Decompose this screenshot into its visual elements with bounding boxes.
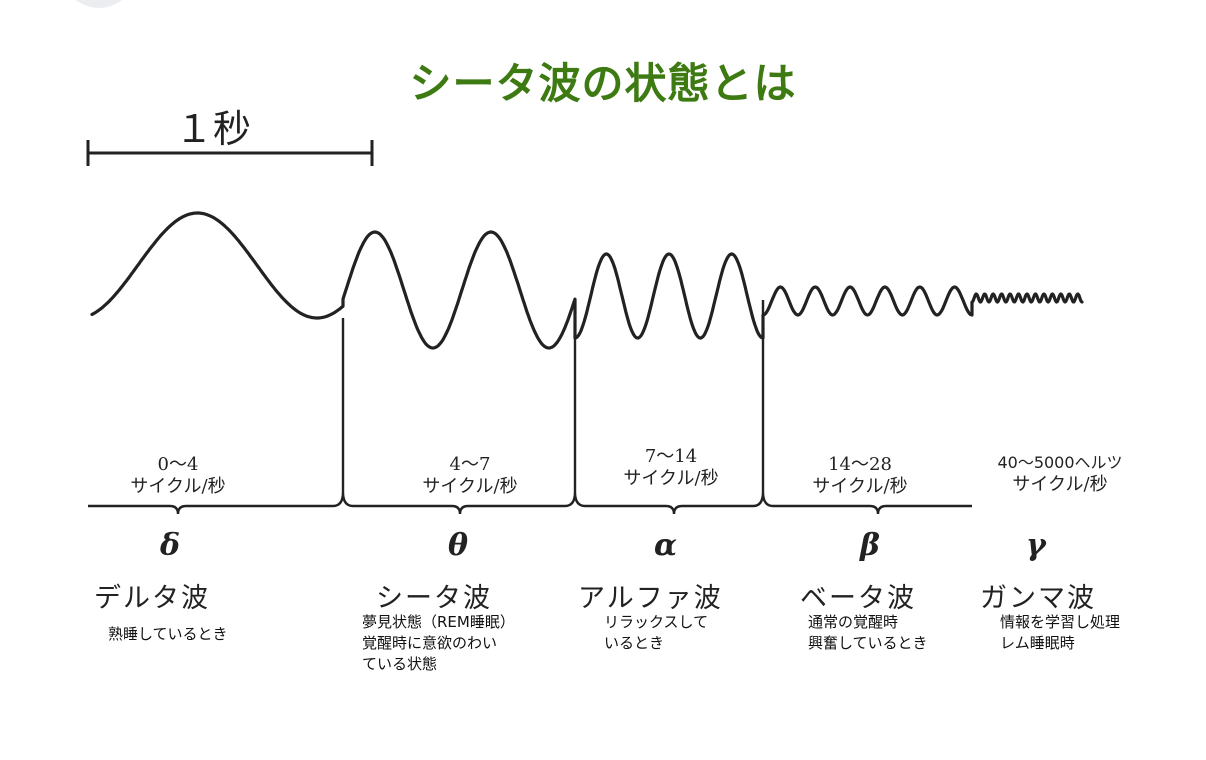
gamma-name: ガンマ波 [980,583,1096,614]
delta-range: 0～4 サイクル/秒 [88,454,268,498]
delta-description: 熟睡しているとき [108,624,228,645]
delta-symbol: δ [160,528,181,563]
beta-range-unit: サイクル/秒 [812,476,908,497]
beta-range: 14～28 サイクル/秒 [770,454,950,498]
delta-range-value: 0～4 [157,454,199,475]
alpha-range: 7～14 サイクル/秒 [576,446,766,490]
beta-symbol: β [860,528,880,563]
beta-description: 通常の覚醒時 興奮しているとき [808,612,928,654]
gamma-range: 40～5000ヘルツ サイクル/秒 [960,452,1160,496]
theta-desc-line: 夢見状態（REM睡眠） [362,613,515,631]
beta-desc-line: 興奮しているとき [808,634,928,652]
theta-name: シータ波 [376,583,492,614]
theta-range-value: 4～7 [449,454,491,475]
theta-range-unit: サイクル/秒 [422,476,518,497]
gamma-range-value: 40～5000ヘルツ [997,453,1123,472]
gamma-symbol: γ [1026,528,1046,563]
theta-desc-line: ている状態 [362,655,438,673]
theta-description: 夢見状態（REM睡眠） 覚醒時に意欲のわい ている状態 [362,612,515,675]
page-title: シータ波の状態とは [409,59,797,108]
gamma-desc-line: 情報を学習し処理 [1000,613,1121,631]
one-second-label: １秒 [175,107,252,151]
gamma-description: 情報を学習し処理 レム睡眠時 [1000,612,1120,654]
alpha-desc-line: リラックスして [604,613,709,631]
alpha-range-value: 7～14 [644,446,698,467]
one-second-scale-bar [86,140,374,166]
alpha-range-unit: サイクル/秒 [623,468,719,489]
alpha-symbol: α [654,528,678,563]
alpha-desc-line: いるとき [604,634,665,652]
theta-range: 4～7 サイクル/秒 [380,454,560,498]
delta-name: デルタ波 [94,583,210,614]
delta-desc-line: 熟睡しているとき [108,625,228,643]
beta-name: ベータ波 [800,583,916,614]
alpha-name: アルファ波 [578,583,723,614]
beta-range-value: 14～28 [828,454,892,475]
theta-symbol: θ [448,528,469,563]
corner-decoration [62,0,136,8]
delta-range-unit: サイクル/秒 [130,476,226,497]
alpha-description: リラックスして いるとき [604,612,708,654]
brainwave-line [90,211,1084,350]
beta-desc-line: 通常の覚醒時 [808,613,899,631]
theta-desc-line: 覚醒時に意欲のわい [362,634,498,652]
band-brackets [88,491,972,515]
gamma-range-unit: サイクル/秒 [1012,474,1108,495]
gamma-desc-line: レム睡眠時 [1000,634,1075,652]
